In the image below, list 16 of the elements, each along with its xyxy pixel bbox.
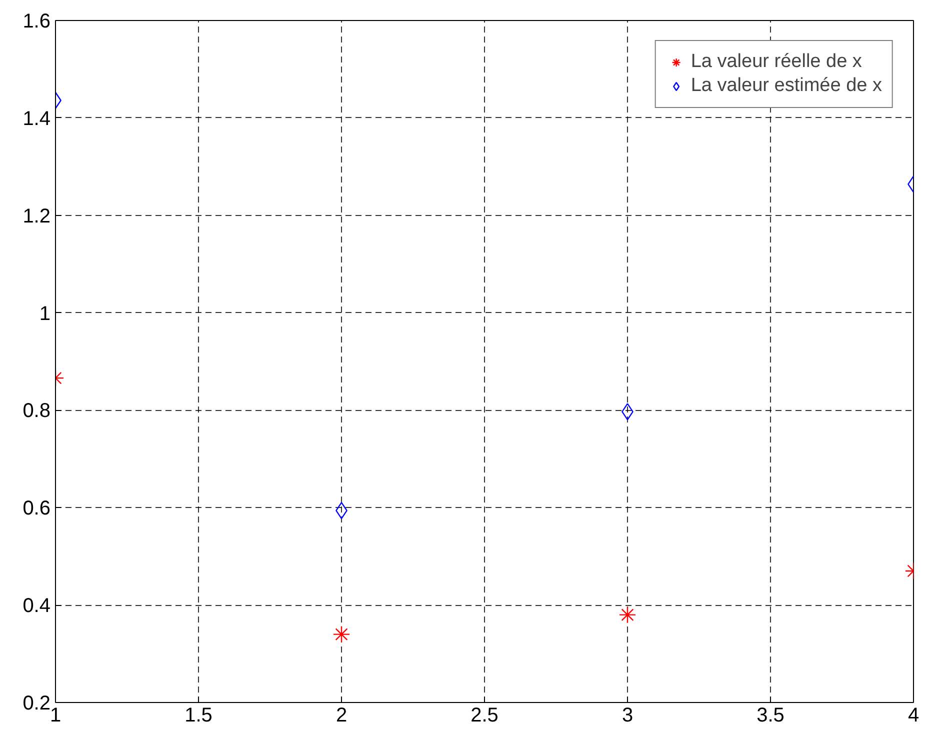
x-tick-label: 1.5 (184, 704, 212, 726)
y-tick-label: 0.8 (22, 400, 51, 422)
y-tick-label: 1.6 (22, 10, 51, 32)
y-tick-label: 1.2 (22, 205, 51, 228)
y-tick-label: 0.2 (22, 692, 51, 714)
y-tick-label: 0.4 (22, 595, 51, 618)
y-tick-label: 1 (39, 302, 50, 325)
y-tick-label: 1.4 (22, 108, 51, 130)
x-tick-label: 3 (622, 704, 634, 726)
y-tick-label: 0.6 (22, 498, 51, 520)
legend-label: La valeur estimée de x (690, 75, 882, 97)
x-tick-label: 3.5 (756, 704, 784, 726)
x-tick-label: 4 (908, 704, 920, 726)
x-tick-label: 2.5 (470, 704, 498, 726)
x-tick-label: 2 (336, 704, 348, 726)
legend-label: La valeur réelle de x (690, 51, 862, 73)
